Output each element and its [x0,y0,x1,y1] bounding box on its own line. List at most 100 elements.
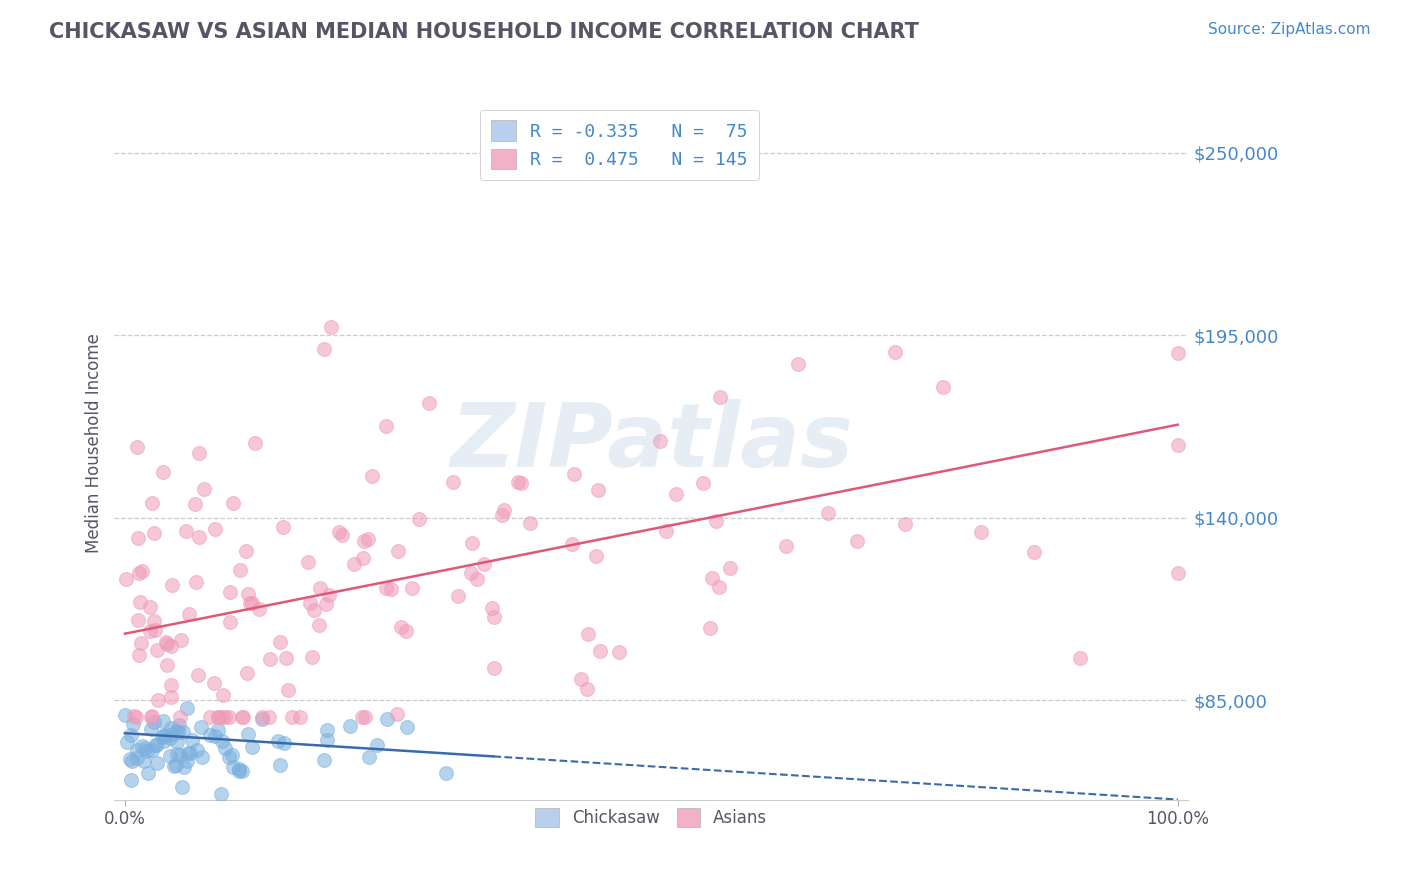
Point [350,709,373,723]
Point [465,573,488,587]
Point [156,657,179,672]
Point [508,475,530,490]
Point [359,750,381,764]
Point [361,468,384,483]
Point [170,780,193,794]
Point [970,524,993,539]
Point [894,516,917,531]
Point [408,512,430,526]
Point [588,483,610,497]
Point [127,613,149,627]
Point [269,758,291,772]
Point [139,600,162,615]
Point [136,765,159,780]
Point [218,585,240,599]
Point [129,595,152,609]
Point [277,682,299,697]
Point [319,320,342,334]
Point [145,756,167,770]
Point [176,701,198,715]
Point [243,435,266,450]
Point [401,582,423,596]
Y-axis label: Median Household Income: Median Household Income [86,333,103,553]
Point [176,747,198,761]
Point [1024,545,1046,559]
Point [160,726,183,740]
Point [1167,438,1189,452]
Point [150,730,173,744]
Point [141,496,163,510]
Point [169,709,191,723]
Point [232,709,254,723]
Point [312,342,335,356]
Point [328,524,350,539]
Point [375,712,398,726]
Point [318,588,340,602]
Point [301,650,323,665]
Point [250,712,273,726]
Point [120,729,142,743]
Point [434,765,457,780]
Point [166,735,188,749]
Point [235,544,257,558]
Point [460,566,482,580]
Point [115,735,138,749]
Text: Source: ZipAtlas.com: Source: ZipAtlas.com [1208,22,1371,37]
Point [128,648,150,662]
Point [561,537,583,551]
Point [172,724,194,739]
Point [775,539,797,553]
Point [128,566,150,580]
Point [257,709,280,723]
Point [273,736,295,750]
Point [787,357,810,371]
Point [447,589,470,603]
Point [1167,566,1189,580]
Point [817,506,839,520]
Point [145,738,167,752]
Point [316,723,339,738]
Point [207,723,229,738]
Point [141,709,163,723]
Point [271,520,294,534]
Point [664,487,686,501]
Point [179,746,201,760]
Point [883,344,905,359]
Point [204,522,226,536]
Point [389,620,412,634]
Point [188,530,211,544]
Point [461,536,484,550]
Point [162,759,184,773]
Point [143,614,166,628]
Point [187,668,209,682]
Point [709,390,731,404]
Point [585,549,607,564]
Point [134,754,156,768]
Point [142,715,165,730]
Point [482,610,505,624]
Point [131,564,153,578]
Text: CHICKASAW VS ASIAN MEDIAN HOUSEHOLD INCOME CORRELATION CHART: CHICKASAW VS ASIAN MEDIAN HOUSEHOLD INCO… [49,22,920,42]
Point [395,624,418,638]
Point [198,709,221,723]
Point [148,693,170,707]
Point [240,596,263,610]
Point [299,596,322,610]
Point [204,729,226,743]
Point [385,706,408,721]
Point [160,690,183,705]
Point [236,666,259,681]
Point [481,600,503,615]
Point [155,634,177,648]
Point [491,508,513,522]
Point [170,632,193,647]
Point [125,440,148,454]
Point [380,582,402,596]
Point [193,482,215,496]
Point [159,731,181,746]
Point [482,661,505,675]
Point [187,446,209,460]
Point [152,465,174,479]
Point [1069,651,1091,665]
Point [704,515,727,529]
